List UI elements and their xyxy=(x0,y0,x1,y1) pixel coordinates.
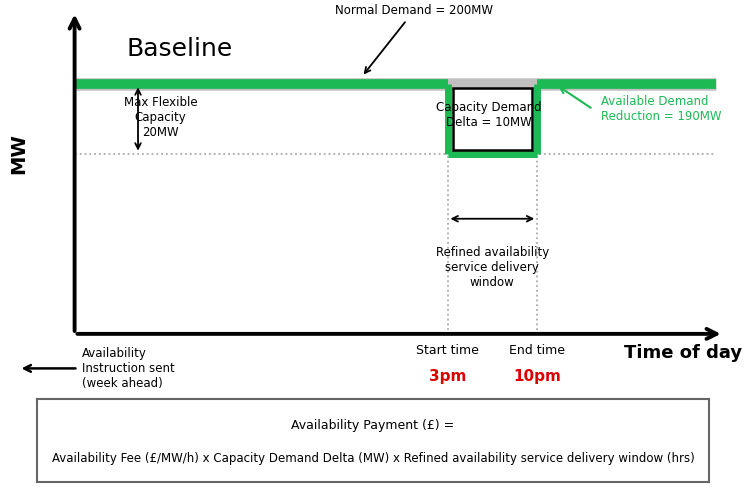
Text: Time of day: Time of day xyxy=(624,344,742,362)
Text: Availability
Instruction sent
(week ahead): Availability Instruction sent (week ahea… xyxy=(82,347,175,390)
Text: Available Demand
Reduction = 190MW: Available Demand Reduction = 190MW xyxy=(601,95,721,123)
Text: 10pm: 10pm xyxy=(513,369,561,384)
Text: Capacity Demand
Delta = 10MW: Capacity Demand Delta = 10MW xyxy=(436,101,542,129)
Text: MW: MW xyxy=(9,133,28,174)
Text: Availability Fee (£/MW/h) x Capacity Demand Delta (MW) x Refined availability se: Availability Fee (£/MW/h) x Capacity Dem… xyxy=(51,452,695,465)
FancyBboxPatch shape xyxy=(453,88,532,150)
Text: End time: End time xyxy=(509,344,565,357)
Text: Availability Payment (£) =: Availability Payment (£) = xyxy=(292,419,454,432)
Text: Normal Demand = 200MW: Normal Demand = 200MW xyxy=(335,4,493,73)
Text: Baseline: Baseline xyxy=(127,37,233,62)
Text: 3pm: 3pm xyxy=(429,369,466,384)
Text: Start time: Start time xyxy=(416,344,479,357)
Text: Max Flexible
Capacity
20MW: Max Flexible Capacity 20MW xyxy=(124,95,197,139)
Text: Refined availability
service delivery
window: Refined availability service delivery wi… xyxy=(436,246,549,289)
